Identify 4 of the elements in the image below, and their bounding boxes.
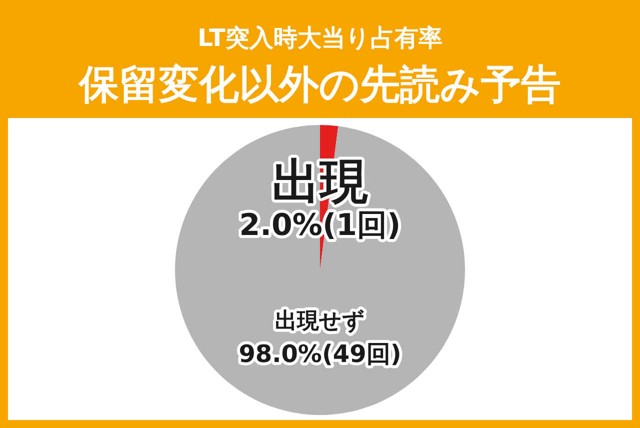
chart-title: LT突入時大当り占有率 [198, 24, 442, 52]
chart-subtitle: 保留変化以外の先読み予告 [77, 62, 561, 108]
slice-label: 出現せず [275, 309, 365, 334]
data-label: 98.0%(49回) [238, 340, 402, 368]
